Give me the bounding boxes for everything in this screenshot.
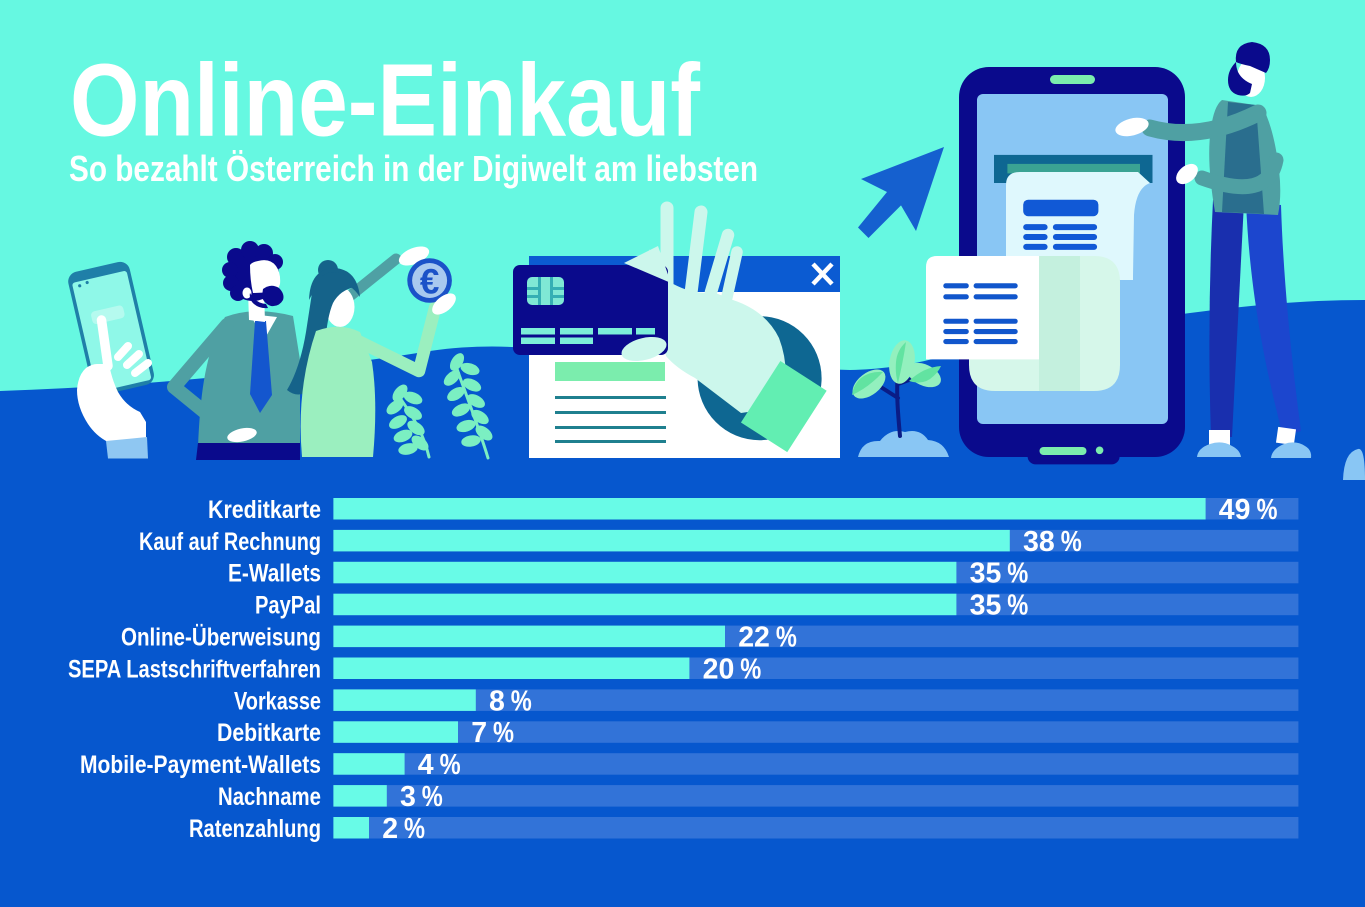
- svg-text:%: %: [422, 781, 443, 813]
- svg-text:Kauf auf Rechnung: Kauf auf Rechnung: [139, 528, 321, 556]
- svg-text:49: 49: [1219, 494, 1251, 526]
- svg-text:%: %: [1007, 558, 1028, 590]
- svg-text:%: %: [511, 685, 532, 717]
- svg-text:%: %: [776, 622, 797, 654]
- svg-text:€: €: [420, 263, 439, 302]
- svg-text:Debitkarte: Debitkarte: [217, 719, 321, 747]
- svg-text:Online-Überweisung: Online-Überweisung: [121, 623, 321, 652]
- svg-text:%: %: [1257, 494, 1278, 526]
- svg-text:22: 22: [738, 622, 770, 654]
- svg-text:3: 3: [400, 781, 416, 813]
- svg-text:SEPA Lastschriftverfahren: SEPA Lastschriftverfahren: [68, 655, 321, 683]
- svg-text:35: 35: [970, 590, 1002, 622]
- svg-text:Nachname: Nachname: [218, 783, 321, 811]
- svg-text:Ratenzahlung: Ratenzahlung: [189, 815, 321, 843]
- svg-text:4: 4: [418, 749, 434, 781]
- svg-text:Vorkasse: Vorkasse: [234, 687, 321, 715]
- svg-text:Online-Einkauf: Online-Einkauf: [70, 43, 701, 158]
- svg-text:E-Wallets: E-Wallets: [228, 560, 321, 588]
- svg-text:%: %: [740, 653, 761, 685]
- svg-text:20: 20: [703, 653, 735, 685]
- svg-text:%: %: [404, 813, 425, 845]
- svg-text:2: 2: [382, 813, 398, 845]
- svg-text:So bezahlt Österreich in der D: So bezahlt Österreich in der Digiwelt am…: [69, 148, 758, 189]
- svg-text:Mobile-Payment-Wallets: Mobile-Payment-Wallets: [80, 751, 321, 779]
- svg-text:%: %: [1007, 590, 1028, 622]
- svg-text:%: %: [493, 717, 514, 749]
- svg-text:35: 35: [970, 558, 1002, 590]
- svg-text:Kreditkarte: Kreditkarte: [208, 496, 321, 524]
- svg-text:7: 7: [471, 717, 487, 749]
- svg-text:PayPal: PayPal: [255, 592, 321, 620]
- svg-text:%: %: [1061, 526, 1082, 558]
- svg-text:38: 38: [1023, 526, 1055, 558]
- svg-text:8: 8: [489, 685, 505, 717]
- svg-text:%: %: [440, 749, 461, 781]
